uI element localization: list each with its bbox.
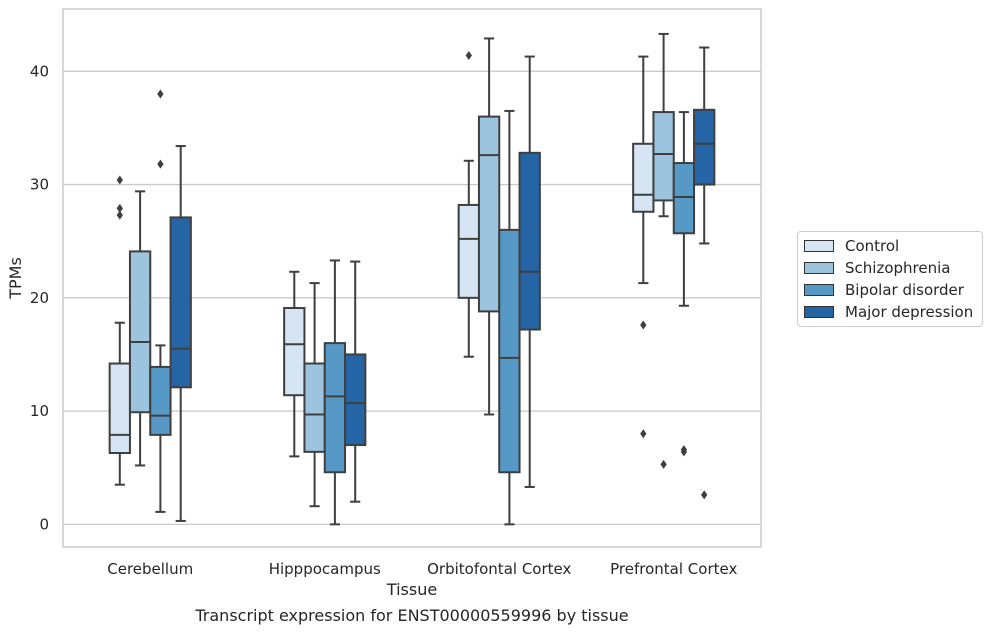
y-tick-label: 30 [30, 176, 49, 194]
outlier-point [116, 175, 123, 185]
outlier-point [680, 445, 688, 455]
y-tick-label: 10 [30, 402, 49, 420]
legend-item-schizophrenia: Schizophrenia [804, 258, 950, 278]
outlier-point [640, 320, 647, 330]
x-tick-labels: Cerebellum Hipppocampus Orbitofontal Corte… [107, 560, 737, 578]
legend-swatch-major-depression [804, 306, 834, 318]
box-iqr [323, 342, 347, 474]
x-tick-label: Orbitofontal Cortex [427, 560, 571, 578]
box-iqr [169, 216, 192, 389]
legend-swatch-schizophrenia [804, 262, 834, 274]
outlier-point [701, 490, 708, 500]
box-iqr [693, 108, 716, 186]
box-schizophrenia [477, 37, 501, 416]
box-iqr [518, 151, 541, 331]
y-axis-label: TPMs [6, 257, 25, 300]
box-schizophrenia [303, 282, 326, 508]
box-iqr [128, 250, 152, 414]
box-control [283, 270, 306, 458]
legend-swatch-control [804, 240, 834, 252]
legend-item-major-depression: Major depression [804, 302, 973, 322]
x-tick-label: Hipppocampus [269, 560, 381, 578]
outlier-point [116, 203, 123, 213]
outlier-point [660, 459, 667, 469]
legend-label-major-depression: Major depression [845, 303, 974, 321]
y-tick-label: 20 [30, 289, 49, 307]
outlier-point [116, 210, 123, 220]
x-axis-label: Tissue [386, 580, 437, 599]
box-iqr [632, 142, 655, 213]
box-control [108, 175, 131, 486]
box-iqr [303, 362, 326, 453]
box-major-depression [344, 260, 367, 503]
box-bipolar-disorder [323, 259, 347, 526]
box-iqr [457, 203, 480, 299]
x-tick-label: Prefrontal Cortex [610, 560, 737, 578]
x-tick-label: Cerebellum [107, 560, 193, 578]
legend-label-bipolar-disorder: Bipolar disorder [845, 281, 964, 299]
box-iqr [477, 115, 501, 313]
box-control [632, 55, 655, 439]
box-iqr [652, 111, 675, 202]
outlier-point [157, 159, 164, 169]
legend-item-bipolar-disorder: Bipolar disorder [804, 280, 964, 300]
box-iqr [344, 353, 367, 447]
legend-swatch-bipolar-disorder [804, 284, 834, 296]
box-major-depression [693, 46, 716, 500]
box-iqr [283, 307, 306, 397]
legend: Control Schizophrenia Bipolar disorder M… [797, 231, 983, 327]
box-major-depression [518, 55, 541, 488]
box-schizophrenia [652, 32, 675, 469]
box-iqr [498, 228, 521, 474]
outlier-point [157, 89, 164, 99]
box-bipolar-disorder [149, 89, 172, 513]
box-iqr [672, 162, 696, 235]
box-iqr [149, 365, 172, 436]
legend-label-control: Control [845, 237, 900, 255]
box-series [108, 32, 716, 526]
outlier-point [465, 50, 472, 60]
box-bipolar-disorder [672, 111, 696, 457]
box-major-depression [169, 145, 192, 522]
y-tick-label: 40 [30, 62, 49, 80]
y-tick-labels: 0 10 20 30 40 [30, 62, 49, 533]
legend-label-schizophrenia: Schizophrenia [845, 259, 951, 277]
box-schizophrenia [128, 190, 152, 467]
box-bipolar-disorder [498, 109, 521, 526]
legend-item-control: Control [804, 236, 899, 256]
plot-frame [62, 8, 762, 548]
y-tick-label: 0 [39, 515, 49, 533]
box-iqr [108, 362, 131, 454]
box-control [457, 50, 480, 358]
figure-caption: Transcript expression for ENST0000055999… [195, 606, 629, 625]
outlier-point [640, 429, 647, 439]
